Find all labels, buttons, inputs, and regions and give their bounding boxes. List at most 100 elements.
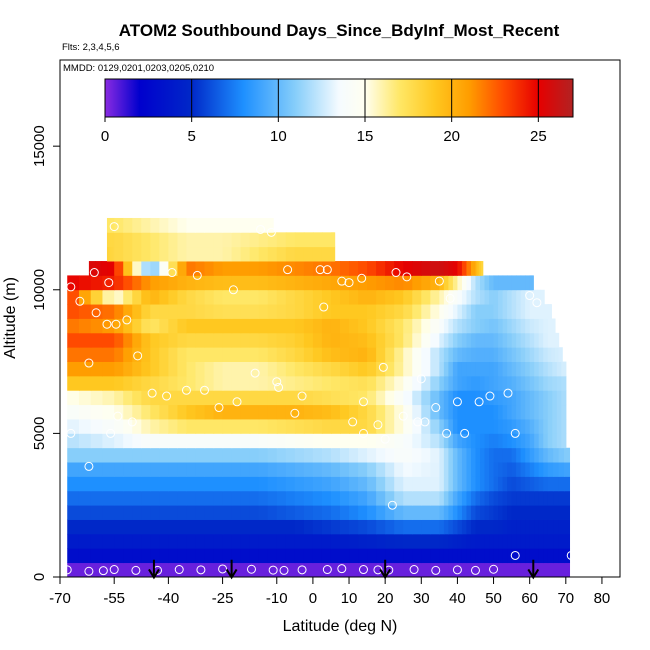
heatmap-cell [132, 404, 142, 420]
heatmap-cell [466, 390, 472, 406]
heatmap-cell [204, 548, 215, 564]
heatmap-cell [267, 505, 278, 520]
heatmap-cell [222, 275, 233, 291]
heatmap-cell [150, 462, 160, 477]
heatmap-cell [466, 462, 472, 477]
heatmap-cell [529, 419, 535, 434]
heatmap-cell [448, 490, 454, 506]
heatmap-cell [321, 533, 332, 549]
heatmap-cell [358, 433, 368, 449]
observation-point [460, 428, 470, 438]
observation-point [409, 565, 419, 575]
heatmap-cell [457, 318, 463, 334]
heatmap-cell [516, 404, 522, 420]
heatmap-cell [102, 347, 115, 362]
heatmap-cell [507, 548, 513, 564]
heatmap-cell [123, 476, 133, 492]
heatmap-cell [498, 476, 504, 492]
heatmap-cell [403, 447, 413, 463]
heatmap-cell [475, 490, 481, 506]
heatmap-cell [168, 390, 179, 406]
heatmap-cell [452, 505, 459, 520]
heatmap-cell [177, 275, 188, 291]
heatmap-cell [403, 289, 413, 305]
heatmap-cell [376, 375, 386, 391]
heatmap-cell [204, 361, 215, 377]
heatmap-cell [204, 447, 215, 463]
heatmap-cell [108, 246, 112, 262]
heatmap-cell [421, 505, 431, 520]
heatmap-cell [303, 433, 314, 449]
heatmap-cell [534, 390, 540, 406]
heatmap-cell [394, 275, 404, 291]
heatmap-cell [285, 347, 296, 362]
heatmap-cell [421, 332, 431, 348]
heatmap-cell [276, 261, 287, 276]
heatmap-cell [294, 261, 305, 276]
heatmap-cell [538, 375, 544, 391]
heatmap-cell [498, 548, 504, 564]
heatmap-cell [222, 519, 233, 535]
heatmap-cell [222, 390, 233, 406]
heatmap-cell [150, 361, 160, 377]
heatmap-cell [520, 533, 526, 549]
heatmap-cell [78, 304, 92, 319]
heatmap-cell [520, 390, 526, 406]
heatmap-cell [312, 447, 323, 463]
heatmap-cell [249, 390, 260, 406]
heatmap-cell [564, 476, 571, 492]
heatmap-cell [330, 390, 341, 406]
heatmap-cell [331, 246, 334, 262]
heatmap-cell [553, 505, 560, 520]
heatmap-cell [466, 361, 472, 377]
heatmap-cell [340, 447, 350, 463]
heatmap-cell [443, 462, 449, 477]
heatmap-cell [516, 361, 522, 377]
heatmap-cell [367, 318, 377, 334]
heatmap-cell [106, 246, 110, 262]
heatmap-cell [222, 375, 233, 391]
heatmap-cell [267, 332, 278, 348]
heatmap-cell [520, 519, 526, 535]
heatmap-cell [439, 533, 445, 549]
heatmap-cell [452, 447, 459, 463]
heatmap-cell [276, 361, 287, 377]
heatmap-cell [285, 275, 296, 291]
heatmap-cell [547, 533, 554, 549]
heatmap-cell [412, 289, 422, 305]
heatmap-cell [231, 462, 242, 477]
heatmap-cell [443, 490, 449, 506]
heatmap-cell [114, 548, 124, 564]
heatmap-cell [394, 289, 404, 305]
heatmap-cell [340, 476, 350, 492]
heatmap-cell [470, 375, 477, 391]
heatmap-cell [114, 519, 124, 535]
heatmap-cell [213, 519, 224, 535]
x-axis: -70 -55 -40 -25 -10 0 10 20 30 40 50 60 70 80 [49, 577, 610, 607]
heatmap-cell [177, 433, 188, 449]
heatmap-cell [123, 519, 133, 535]
dates-annotation: MMDD: 0129,0201,0203,0205,0210 [63, 63, 214, 74]
heatmap-cell [90, 490, 104, 506]
heatmap-cell [312, 246, 323, 262]
heatmap-cell [412, 533, 422, 549]
heatmap [67, 217, 571, 578]
heatmap-cell [498, 490, 504, 506]
heatmap-cell [177, 318, 188, 334]
heatmap-cell [484, 476, 490, 492]
heatmap-cell [534, 533, 540, 549]
heatmap-cell [457, 490, 463, 506]
colorbar-tick-label: 25 [530, 128, 547, 145]
heatmap-cell [507, 318, 513, 334]
heatmap-cell [466, 275, 472, 291]
heatmap-cell [547, 347, 552, 362]
heatmap-cell [475, 332, 481, 348]
heatmap-cell [538, 548, 544, 564]
heatmap-cell [285, 476, 296, 492]
heatmap-cell [177, 476, 188, 492]
heatmap-cell [538, 505, 544, 520]
heatmap-cell [213, 217, 224, 233]
heatmap-cell [249, 318, 260, 334]
heatmap-cell [443, 304, 449, 319]
heatmap-cell [489, 490, 495, 506]
